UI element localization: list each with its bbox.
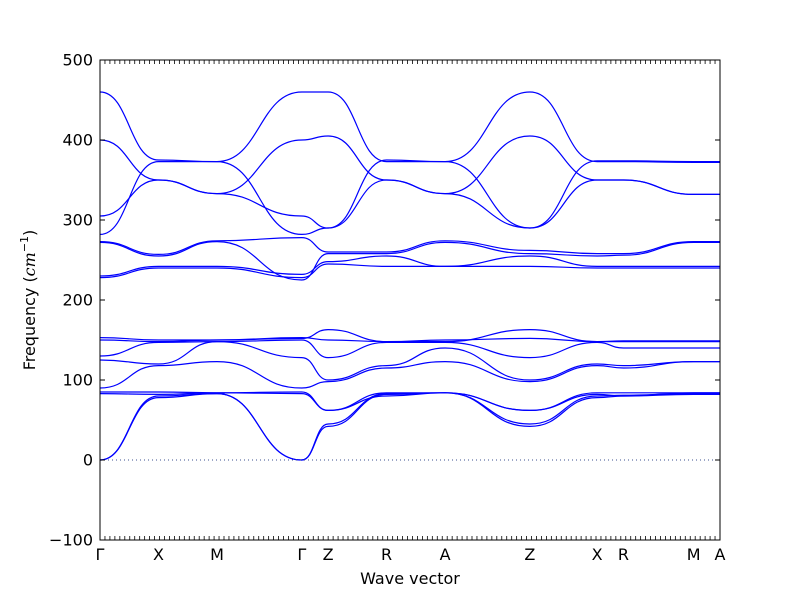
y-axis-label-unit: cm <box>20 252 39 276</box>
plot-frame <box>99 59 721 541</box>
band-line-4 <box>100 391 720 412</box>
band-line-15 <box>99 135 720 196</box>
x-tick-label: Γ <box>96 545 105 564</box>
x-tick-label: Γ <box>297 545 306 564</box>
y-tick-label: 100 <box>62 371 93 390</box>
band-line-9 <box>99 336 720 343</box>
y-tick-label: 400 <box>62 131 93 150</box>
y-axis-label: Frequency (cm−1) <box>18 230 39 371</box>
y-tick-label: 0 <box>83 451 93 470</box>
y-axis-label-close: ) <box>20 230 39 236</box>
x-tick-label: Z <box>323 545 334 564</box>
band-line-12 <box>99 240 720 281</box>
x-tick-label: A <box>715 545 726 564</box>
band-series-group <box>99 91 720 461</box>
y-tick-label: 300 <box>62 211 93 230</box>
x-tick-label: X <box>592 545 603 564</box>
band-line-13 <box>99 236 720 256</box>
band-line-5 <box>99 360 720 389</box>
band-line-10 <box>99 263 720 279</box>
band-line-7 <box>99 339 720 359</box>
band-line-14 <box>99 179 720 229</box>
band-line-1 <box>99 392 720 461</box>
x-tick-label: X <box>153 545 164 564</box>
x-tick-label: R <box>618 545 629 564</box>
x-tick-label: M <box>687 545 701 564</box>
x-tick-label: R <box>381 545 392 564</box>
y-axis-label-text: Frequency ( <box>20 276 39 370</box>
y-axis-label-unit-exponent: −1 <box>18 236 31 252</box>
x-tick-label: Z <box>524 545 535 564</box>
band-line-2 <box>99 392 720 461</box>
y-tick-label: 200 <box>62 291 93 310</box>
x-tick-label: A <box>440 545 451 564</box>
band-line-6 <box>99 340 720 381</box>
band-line-17 <box>99 91 720 236</box>
y-tick-label: 500 <box>62 51 93 70</box>
y-axis-ticks: −100 0 100 200 300 400 500 <box>49 51 720 550</box>
band-line-11 <box>99 255 720 277</box>
band-line-16 <box>99 91 720 235</box>
x-axis-label: Wave vector <box>360 569 460 588</box>
y-tick-label: −100 <box>49 531 93 550</box>
x-tick-label: M <box>210 545 224 564</box>
